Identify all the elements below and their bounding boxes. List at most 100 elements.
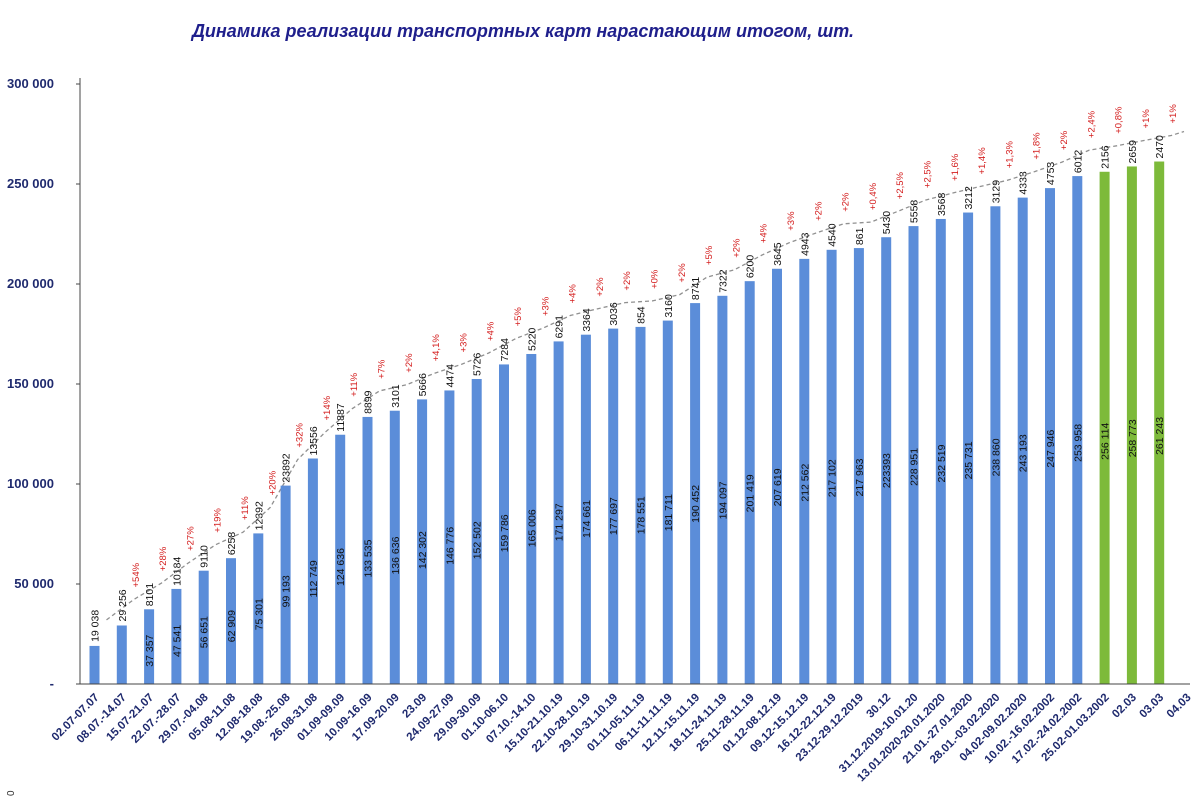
bar-value-label: 19 038 bbox=[90, 610, 102, 642]
bar-value-label: 247 946 bbox=[1045, 430, 1057, 468]
growth-label: +2% bbox=[404, 353, 415, 373]
bar-increment-label: 5430 bbox=[881, 211, 893, 235]
growth-label: +28% bbox=[158, 546, 169, 571]
growth-label: +2% bbox=[622, 271, 633, 291]
bar-value-label: 261 243 bbox=[1154, 417, 1166, 455]
bar bbox=[144, 609, 155, 684]
bar-increment-label: 2659 bbox=[1127, 140, 1139, 164]
growth-label: +7% bbox=[377, 359, 388, 379]
growth-label: +5% bbox=[704, 245, 715, 265]
growth-label: +2% bbox=[841, 192, 852, 212]
growth-label: +2% bbox=[813, 201, 824, 221]
bar-value-label: 223393 bbox=[881, 453, 893, 488]
x-tick-label: 02.03 bbox=[1110, 692, 1139, 721]
bar-value-label: 62 909 bbox=[226, 610, 238, 642]
bar-increment-label: 4540 bbox=[827, 223, 839, 247]
bar bbox=[635, 326, 646, 684]
bar-increment-label: 4333 bbox=[1018, 171, 1030, 195]
growth-label: +54% bbox=[131, 562, 142, 587]
bar-value-label: 243 193 bbox=[1018, 434, 1030, 472]
bar-increment-label: 4753 bbox=[1045, 162, 1057, 186]
growth-label: +2,4% bbox=[1086, 110, 1097, 138]
bar-value-label: 133 535 bbox=[363, 539, 375, 577]
bar bbox=[226, 558, 236, 684]
bar-value-label: 75 301 bbox=[253, 598, 265, 630]
bar-value-label: 228 951 bbox=[909, 448, 921, 486]
growth-label: +0,4% bbox=[868, 182, 879, 210]
bar bbox=[253, 533, 264, 684]
growth-label: +4% bbox=[568, 284, 579, 304]
bar-value-label: 256 114 bbox=[1100, 422, 1112, 459]
bar-increment-label: 3129 bbox=[990, 180, 1002, 204]
bar-increment-label: 3212 bbox=[963, 186, 975, 210]
bar-value-label: 258 773 bbox=[1127, 419, 1139, 457]
x-tick-label: 03.03 bbox=[1137, 692, 1166, 721]
growth-label: +0% bbox=[650, 269, 661, 289]
bar-increment-label: 8101 bbox=[144, 583, 156, 607]
growth-label: +2% bbox=[595, 277, 606, 297]
bar bbox=[1154, 161, 1165, 684]
bar bbox=[935, 218, 946, 684]
bar-value-label: 171 297 bbox=[554, 503, 566, 541]
bar bbox=[499, 364, 509, 684]
growth-label: +4% bbox=[486, 321, 497, 341]
bar-increment-label: 6012 bbox=[1072, 150, 1084, 174]
trend-line-group: +54% +28% +27% +19% +11% +20% +32% +14% +11% +7% +… bbox=[106, 104, 1185, 621]
bar-increment-label: 5558 bbox=[909, 200, 921, 224]
bar bbox=[362, 416, 373, 684]
growth-label: +4,1% bbox=[431, 334, 442, 362]
bar-value-label: 238 860 bbox=[990, 438, 1002, 476]
bar-increment-label: 11887 bbox=[335, 403, 347, 432]
bar-increment-label: 2470 bbox=[1154, 135, 1166, 159]
growth-label: +11% bbox=[349, 372, 360, 396]
bar-value-label: 217 963 bbox=[854, 458, 866, 496]
bar bbox=[1045, 188, 1055, 684]
bar-value-label: 142 302 bbox=[417, 531, 429, 569]
growth-label: +32% bbox=[295, 422, 306, 447]
growth-label: +1,4% bbox=[977, 147, 988, 175]
bar bbox=[990, 206, 1001, 684]
growth-label: +11% bbox=[240, 496, 251, 520]
bar-value-label: 112 749 bbox=[308, 560, 320, 597]
growth-label: +1% bbox=[1141, 109, 1152, 129]
bar bbox=[1126, 166, 1137, 685]
growth-label: +20% bbox=[267, 470, 278, 495]
y-tick-label: 150 000 bbox=[7, 376, 54, 391]
y-tick-label: 200 000 bbox=[7, 276, 54, 291]
bar-increment-label: 9110 bbox=[199, 545, 211, 568]
bar-increment-label: 23892 bbox=[281, 453, 293, 482]
growth-label: +2% bbox=[1059, 130, 1070, 150]
bar bbox=[198, 570, 209, 684]
bar-value-label: 235 731 bbox=[963, 441, 975, 479]
growth-label: +19% bbox=[213, 508, 224, 533]
bar bbox=[580, 334, 591, 684]
bar-increment-label: 861 bbox=[854, 227, 866, 245]
bar-increment-label: 5666 bbox=[417, 373, 429, 397]
bar-value-label: 56 651 bbox=[199, 616, 211, 648]
bar-value-label: 232 519 bbox=[936, 444, 948, 482]
bar bbox=[799, 258, 810, 684]
bar bbox=[280, 485, 291, 684]
chart-title: Динамика реализации транспортных карт на… bbox=[190, 21, 854, 41]
bar bbox=[853, 248, 864, 684]
bar-increment-label: 4943 bbox=[799, 232, 811, 256]
bar-value-label: 29 256 bbox=[117, 589, 129, 621]
bar-increment-label: 7284 bbox=[499, 338, 511, 362]
bar bbox=[1017, 197, 1028, 684]
bar-value-label: 124 636 bbox=[335, 548, 347, 586]
bar bbox=[1072, 176, 1083, 685]
growth-label: +2% bbox=[677, 263, 688, 283]
bar bbox=[471, 378, 482, 684]
bar-increment-label: 3036 bbox=[608, 302, 620, 326]
y-tick-label: - bbox=[50, 676, 54, 691]
bar bbox=[553, 341, 564, 684]
bar bbox=[608, 328, 619, 684]
bar-value-label: 146 776 bbox=[444, 527, 456, 565]
bar-increment-label: 3645 bbox=[772, 242, 784, 266]
bar-value-label: 47 541 bbox=[171, 625, 183, 657]
bar-value-label: 201 419 bbox=[745, 474, 757, 512]
bar-increment-label: 5220 bbox=[526, 327, 538, 351]
bar-value-label: 212 562 bbox=[799, 464, 811, 502]
growth-label: +1,6% bbox=[950, 153, 961, 181]
